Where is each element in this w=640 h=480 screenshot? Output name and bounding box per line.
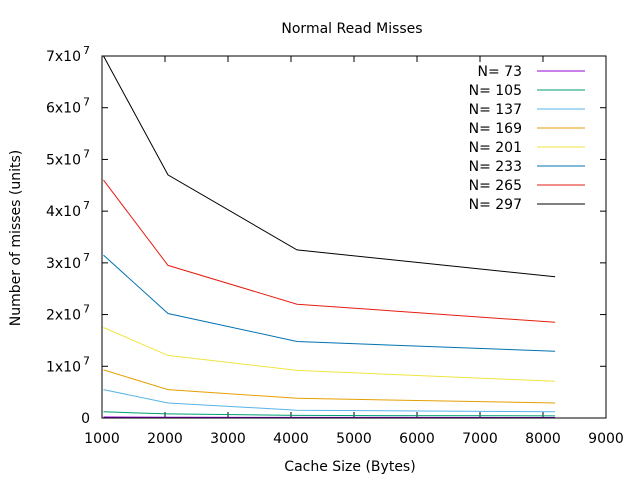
y-tick-label: 4x10 7 xyxy=(46,199,90,220)
legend-label: N= 297 xyxy=(469,197,522,213)
series-line-5 xyxy=(103,327,556,382)
series-line-7 xyxy=(103,179,556,323)
legend-label: N= 201 xyxy=(469,140,522,156)
x-axis-label: Cache Size (Bytes) xyxy=(284,459,415,475)
y-tick-mantissa: 3x10 xyxy=(46,256,81,272)
series-line-1 xyxy=(103,416,556,418)
series-line-3 xyxy=(103,389,556,413)
x-tick-label: 9000 xyxy=(588,431,624,447)
y-tick-mantissa: 2x10 xyxy=(46,308,81,324)
y-tick-mantissa: 7x10 xyxy=(46,49,81,65)
legend-label: N= 73 xyxy=(478,64,522,80)
y-tick-mantissa: 1x10 xyxy=(46,359,81,375)
y-tick-label: 3x10 7 xyxy=(46,251,90,272)
legend-label: N= 169 xyxy=(469,121,522,137)
series-line-2 xyxy=(103,411,556,417)
series-line-4 xyxy=(103,369,556,404)
legend-label: N= 233 xyxy=(469,159,522,175)
series-lines xyxy=(103,55,556,418)
y-tick-exponent: 7 xyxy=(83,44,90,57)
y-tick-mantissa: 6x10 xyxy=(46,101,81,117)
y-tick-exponent: 7 xyxy=(83,147,90,160)
y-tick-label: 7x10 7 xyxy=(46,44,90,65)
y-tick-exponent: 7 xyxy=(83,303,90,316)
x-tick-label: 6000 xyxy=(399,431,435,447)
y-tick-label: 6x10 7 xyxy=(46,96,90,117)
y-tick-label: 0 xyxy=(81,411,90,427)
y-tick-mantissa: 5x10 xyxy=(46,152,81,168)
x-tick-label: 5000 xyxy=(336,431,372,447)
legend-label: N= 265 xyxy=(469,178,522,194)
series-line-6 xyxy=(103,254,556,352)
axis-ticks: 1000 2000 3000 4000 5000 6000 7000 8000 9000 0 1x1… xyxy=(46,44,624,447)
x-tick-label: 2000 xyxy=(147,431,183,447)
y-tick-exponent: 7 xyxy=(83,251,90,264)
x-tick-label: 8000 xyxy=(525,431,561,447)
x-tick-label: 7000 xyxy=(462,431,498,447)
y-axis-label: Number of misses (units) xyxy=(8,150,24,326)
y-tick-exponent: 7 xyxy=(83,199,90,212)
y-tick-label: 2x10 7 xyxy=(46,303,90,324)
y-tick-exponent: 7 xyxy=(83,354,90,367)
chart-title: Normal Read Misses xyxy=(281,21,422,37)
x-tick-label: 1000 xyxy=(84,431,120,447)
legend-label: N= 137 xyxy=(469,102,522,118)
y-tick-exponent: 7 xyxy=(83,96,90,109)
y-tick-mantissa: 4x10 xyxy=(46,204,81,220)
legend-label: N= 105 xyxy=(469,83,522,99)
legend: N= 73 N= 105 N= 137 N= 169 N= 201 N= 233 N= 26… xyxy=(469,64,585,213)
y-tick-label: 5x10 7 xyxy=(46,147,90,168)
x-tick-label: 3000 xyxy=(210,431,246,447)
series-line-8 xyxy=(103,55,556,278)
y-tick-label: 1x10 7 xyxy=(46,354,90,375)
plot-frame xyxy=(101,55,607,419)
x-tick-label: 4000 xyxy=(273,431,309,447)
y-tick-mantissa: 0 xyxy=(81,411,90,427)
